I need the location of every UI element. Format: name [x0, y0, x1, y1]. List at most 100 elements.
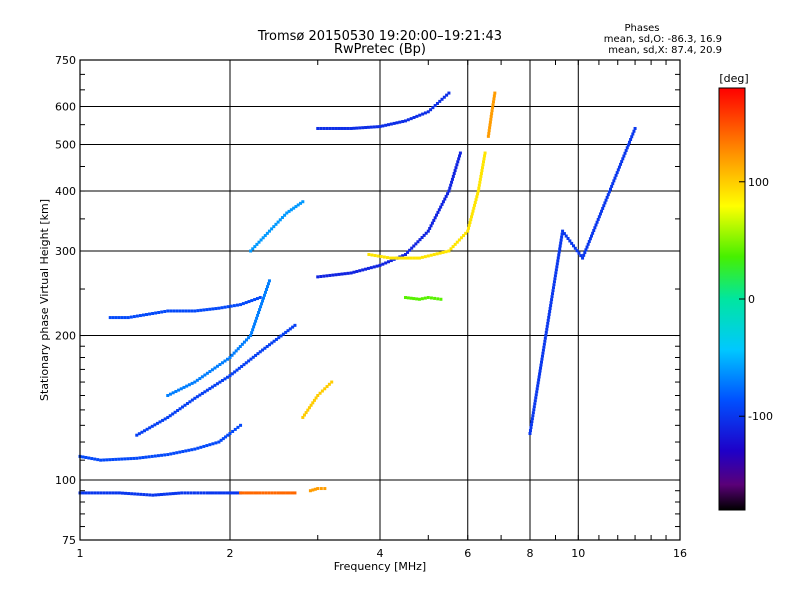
y-tick-label: 600 — [55, 101, 76, 114]
data-point — [279, 334, 283, 338]
data-point — [178, 450, 182, 454]
data-point — [166, 453, 170, 457]
data-point — [544, 330, 548, 334]
data-point — [340, 272, 344, 276]
data-point — [284, 330, 288, 334]
data-point — [120, 316, 124, 320]
data-point — [238, 345, 242, 349]
data-point — [352, 126, 356, 130]
data-point — [450, 177, 454, 181]
y-tick-label: 750 — [55, 54, 76, 67]
data-point — [285, 211, 289, 215]
data-point — [545, 327, 549, 331]
data-point — [231, 429, 235, 433]
data-point — [367, 253, 371, 257]
data-point — [123, 457, 127, 461]
data-point — [147, 455, 151, 459]
data-point — [140, 430, 144, 434]
data-point — [389, 256, 393, 260]
data-point — [488, 120, 492, 124]
data-point — [230, 372, 234, 376]
data-point — [403, 296, 407, 300]
data-point — [323, 487, 327, 491]
data-point — [199, 491, 203, 495]
data-point — [561, 229, 565, 233]
data-point — [551, 292, 555, 296]
data-point — [218, 380, 222, 384]
data-point — [90, 491, 94, 495]
data-point — [450, 180, 454, 184]
data-point — [621, 157, 625, 161]
data-point — [166, 309, 170, 313]
data-point — [439, 205, 443, 209]
data-point — [316, 126, 320, 130]
data-point — [254, 319, 258, 323]
data-point — [372, 125, 376, 129]
data-point — [467, 223, 471, 227]
data-point — [533, 402, 537, 406]
data-point — [154, 493, 158, 497]
data-point — [217, 306, 221, 310]
data-point — [554, 271, 558, 275]
data-point — [176, 408, 180, 412]
data-point — [239, 303, 243, 307]
data-point — [226, 433, 230, 437]
data-point — [193, 447, 197, 451]
data-point — [444, 194, 448, 198]
trace-f1-low-band — [108, 296, 262, 320]
data-point — [394, 256, 398, 260]
data-point — [426, 254, 430, 258]
data-point — [171, 492, 175, 496]
data-point — [429, 224, 433, 228]
data-point — [455, 240, 459, 244]
data-point — [249, 249, 253, 253]
data-point — [408, 248, 412, 252]
data-point — [210, 368, 214, 372]
data-point — [196, 446, 200, 450]
colorbar-ticks: 100 0 -100 — [739, 176, 773, 423]
data-point — [418, 238, 422, 242]
data-point — [267, 229, 271, 233]
data-point — [331, 273, 335, 277]
data-point — [203, 373, 207, 377]
data-point — [237, 366, 241, 370]
data-point — [114, 491, 118, 495]
data-point — [603, 201, 607, 205]
data-point — [415, 114, 419, 118]
data-point — [154, 311, 158, 315]
y-tick-label: 500 — [55, 139, 76, 152]
data-point — [573, 246, 577, 250]
data-point — [135, 433, 139, 437]
data-point — [627, 140, 631, 144]
data-point — [385, 256, 389, 260]
data-point — [177, 388, 181, 392]
data-point — [457, 157, 461, 161]
data-point — [337, 272, 341, 276]
data-point — [473, 203, 477, 207]
data-point — [311, 488, 315, 492]
data-point — [476, 192, 480, 196]
data-point — [205, 371, 209, 375]
data-point — [548, 307, 552, 311]
data-point — [117, 457, 121, 461]
data-point — [595, 220, 599, 224]
data-point — [213, 366, 217, 370]
data-point — [281, 332, 285, 336]
data-point — [247, 491, 251, 495]
data-point — [171, 412, 175, 416]
chart-subtitle: RwPretec (Bp) — [334, 42, 426, 57]
data-point — [376, 254, 380, 258]
data-point — [138, 314, 142, 318]
data-point — [552, 283, 556, 287]
data-point — [265, 285, 269, 289]
data-point — [111, 491, 115, 495]
data-point — [449, 247, 453, 251]
data-point — [532, 408, 536, 412]
data-point — [550, 298, 554, 302]
data-point — [236, 491, 240, 495]
data-point — [142, 493, 146, 497]
data-point — [560, 232, 564, 236]
x-tick-label: 16 — [673, 547, 687, 560]
data-point — [272, 225, 276, 229]
data-point — [211, 442, 215, 446]
